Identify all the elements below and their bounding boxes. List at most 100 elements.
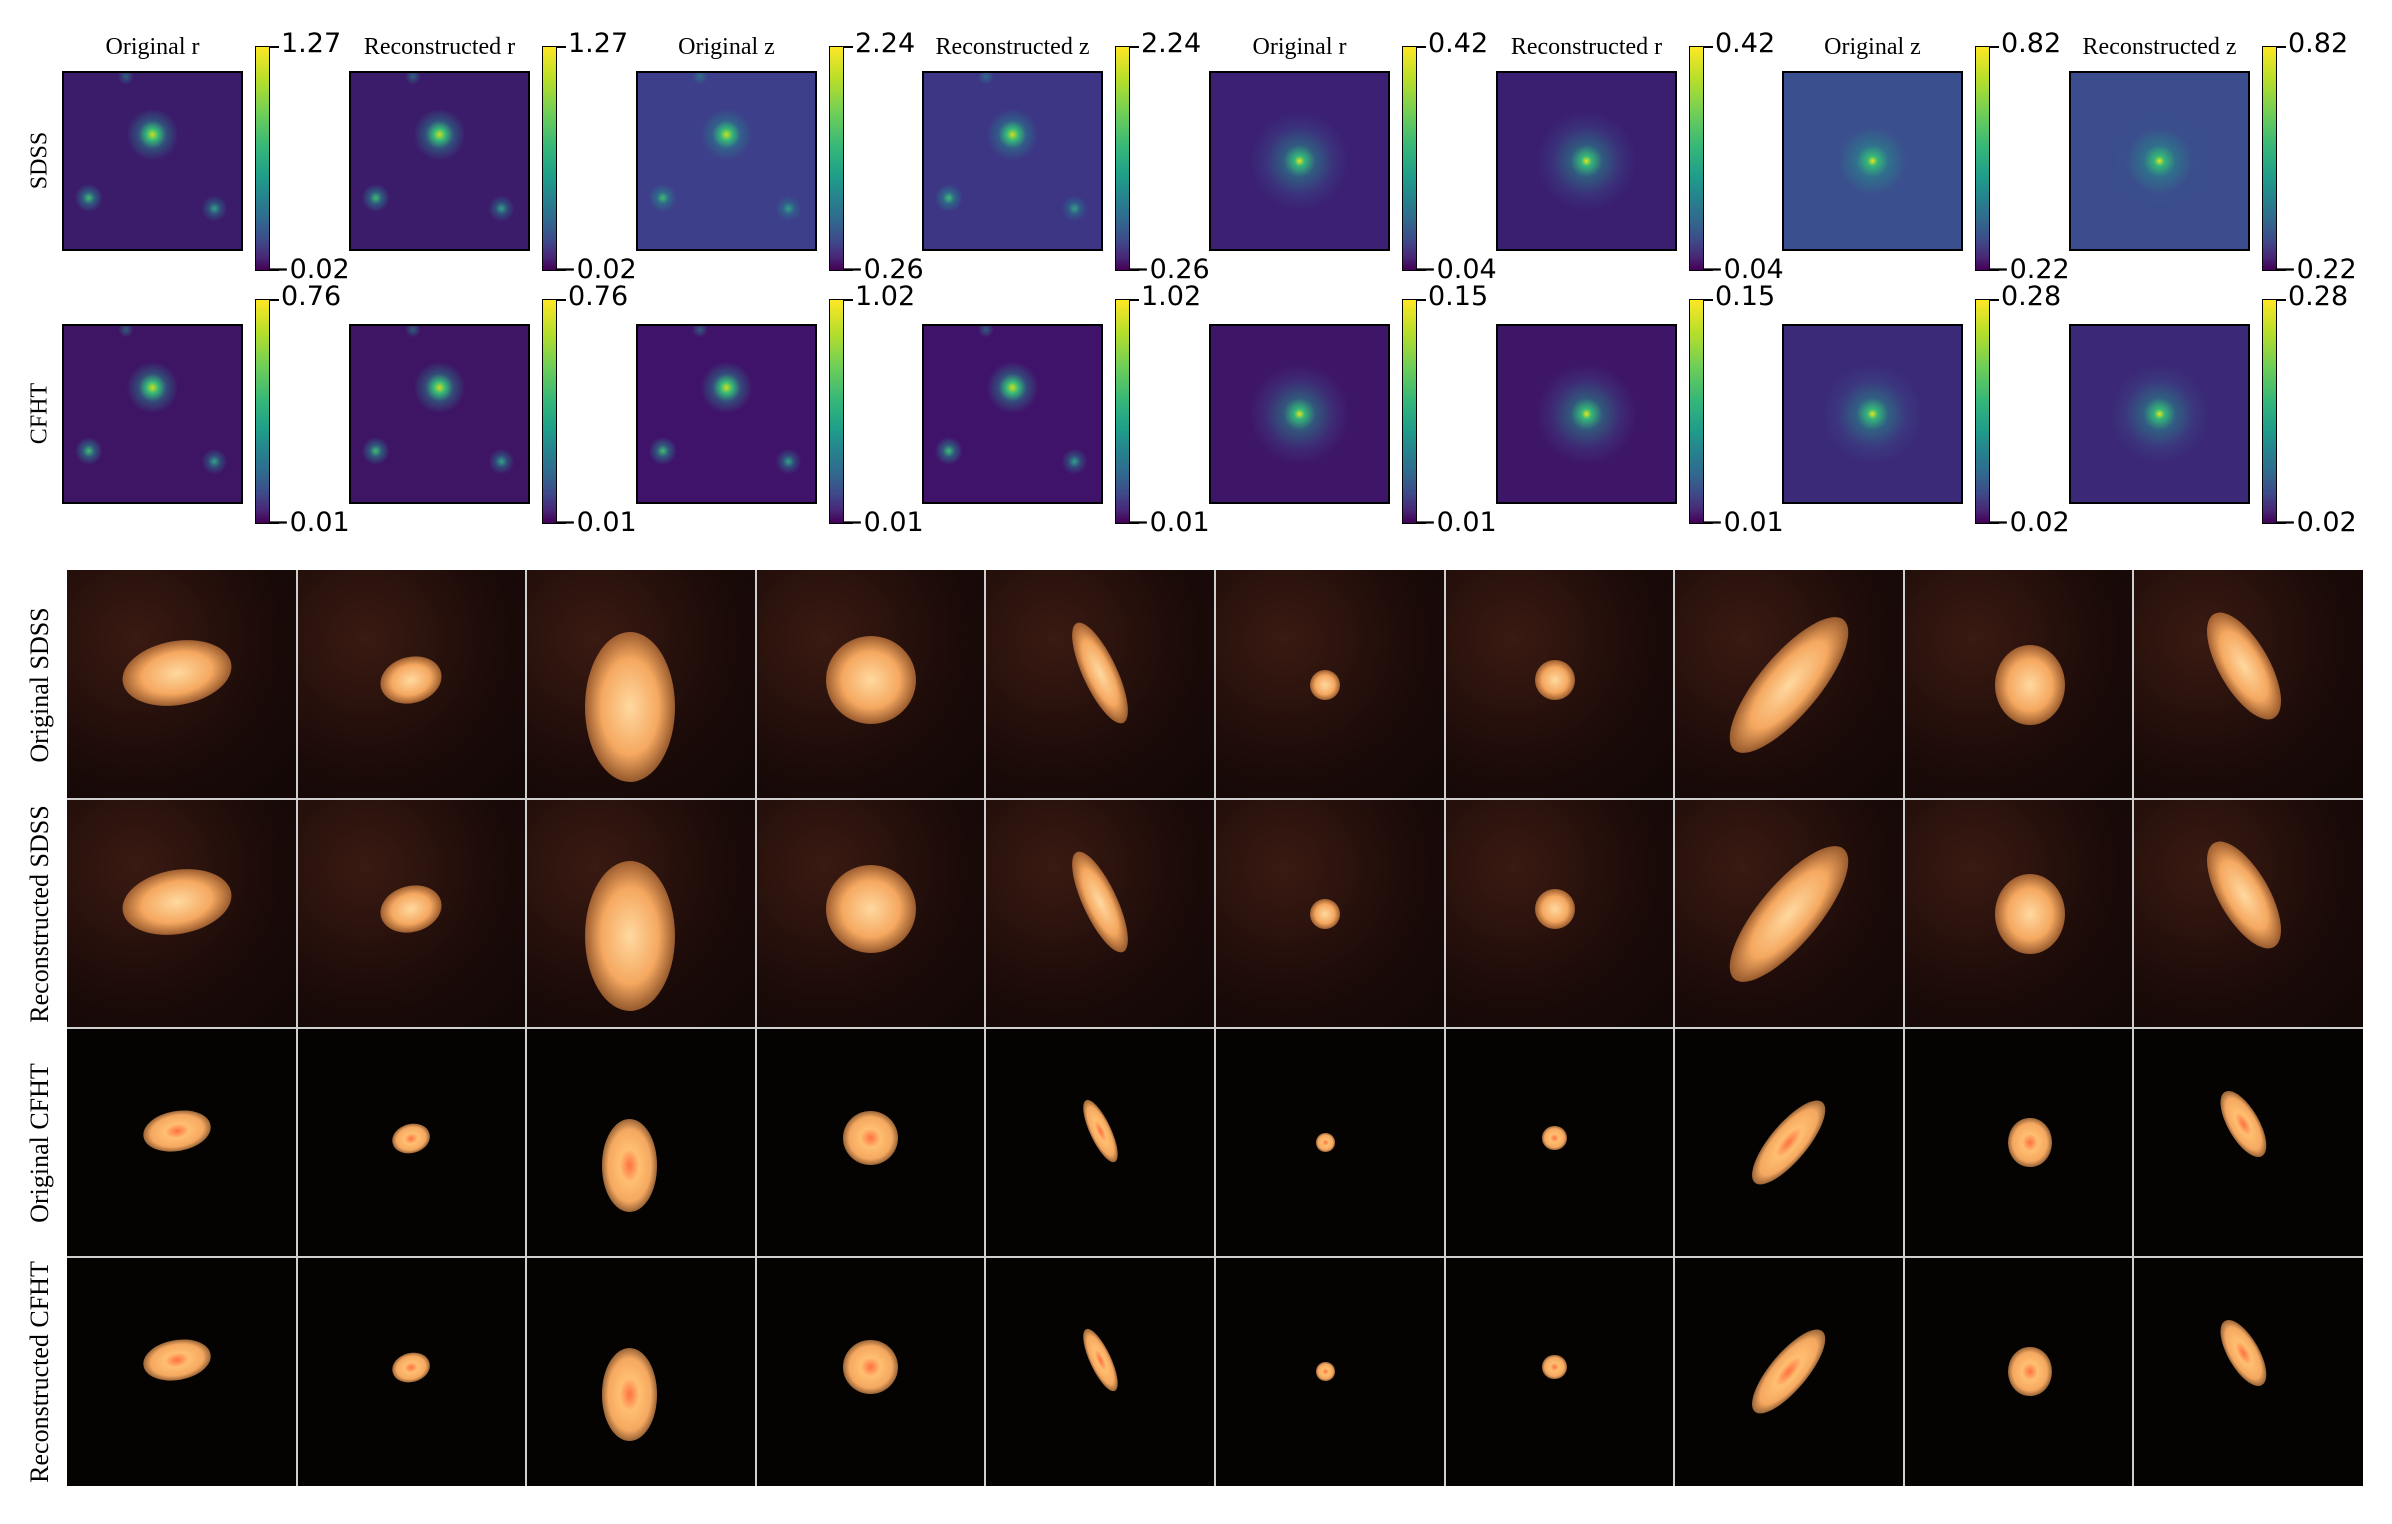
- colorbar: [1689, 299, 1704, 524]
- colorbar-max-label: 2.24: [1141, 28, 1202, 59]
- galaxy-cutout: [985, 1257, 1215, 1486]
- galaxy-blob: [140, 1334, 215, 1386]
- band-image: [922, 71, 1103, 251]
- galaxy-blob: [1076, 1095, 1125, 1167]
- galaxy-cutout: [985, 570, 1215, 799]
- colorbar-max-label: 2.24: [855, 28, 916, 59]
- galaxy-blob: [2191, 601, 2296, 731]
- galaxy-cutout: [67, 1028, 297, 1257]
- galaxy-blob: [1995, 644, 2066, 725]
- colorbar-tick: [1704, 522, 1713, 524]
- galaxy-blob: [1542, 1125, 1568, 1151]
- colorbar-tick: [2277, 299, 2286, 301]
- colorbar: [2262, 46, 2277, 271]
- grid-row-label: Original CFHT: [25, 1062, 54, 1223]
- colorbar-min-label: −0.26: [1127, 254, 1210, 285]
- galaxy-cutout: [2133, 1028, 2363, 1257]
- colorbar-max-label: 1.27: [568, 28, 629, 59]
- galaxy-cutout: [1674, 570, 1904, 799]
- galaxy-cutout: [2133, 1257, 2363, 1486]
- grid-row-label: Reconstructed SDSS: [25, 804, 54, 1023]
- colorbar: [1689, 46, 1704, 271]
- galaxy-blob: [1995, 873, 2066, 954]
- galaxy-blob: [2191, 830, 2296, 960]
- galaxy-cutout: [985, 1028, 1215, 1257]
- band-image: [2069, 324, 2250, 504]
- colorbar-max-label: 1.27: [281, 28, 342, 59]
- colorbar-min-label: −0.04: [1414, 254, 1497, 285]
- colorbar-min-label: −0.22: [2274, 254, 2357, 285]
- galaxy-blob: [1542, 1354, 1568, 1380]
- column-title: Original r: [105, 34, 200, 60]
- band-image: [1209, 71, 1390, 251]
- colorbar: [255, 46, 270, 271]
- galaxy-cutout: [296, 799, 527, 1028]
- colorbar: [1402, 46, 1417, 271]
- band-image: [1782, 71, 1963, 251]
- galaxy-cutout: [1903, 570, 2134, 799]
- galaxy-cutout: [296, 570, 527, 799]
- colorbar-tick: [1417, 269, 1426, 271]
- colorbar-tick: [1130, 522, 1139, 524]
- galaxy-blob: [825, 635, 916, 724]
- galaxy-cutout: [755, 570, 986, 799]
- colorbar-max-label: 0.82: [2288, 28, 2349, 59]
- galaxy-cutout: [526, 570, 756, 799]
- colorbar-min-label: −0.01: [1414, 507, 1497, 538]
- galaxy-cutout: [526, 1257, 756, 1486]
- galaxy-blob: [1061, 845, 1139, 960]
- colorbar: [829, 46, 844, 271]
- colorbar-tick: [270, 299, 279, 301]
- galaxy-blob: [375, 878, 448, 940]
- galaxy-blob: [601, 1118, 658, 1212]
- grid-divider: [67, 1027, 2363, 1029]
- galaxy-blob: [1534, 888, 1575, 929]
- colorbar-min-label: −0.01: [1127, 507, 1210, 538]
- galaxy-cutout: [296, 1257, 527, 1486]
- galaxy-blob: [375, 649, 448, 711]
- galaxy-cutout: [1444, 570, 1675, 799]
- galaxy-cutout: [296, 1028, 527, 1257]
- galaxy-blob: [1076, 1324, 1125, 1396]
- colorbar-min-label: −0.02: [2274, 507, 2357, 538]
- galaxy-cutout: [1903, 799, 2134, 1028]
- galaxy-cutout: [67, 1257, 297, 1486]
- colorbar-tick: [1704, 269, 1713, 271]
- band-image: [349, 71, 530, 251]
- band-image: [1782, 324, 1963, 504]
- galaxy-blob: [1315, 1362, 1335, 1381]
- galaxy-blob: [1711, 829, 1867, 998]
- band-image: [1209, 324, 1390, 504]
- band-image: [62, 324, 243, 504]
- galaxy-blob: [140, 1105, 215, 1157]
- colorbar-max-label: 0.76: [568, 281, 629, 312]
- colorbar-tick: [2277, 46, 2286, 48]
- colorbar: [542, 46, 557, 271]
- galaxy-blob: [1310, 898, 1341, 929]
- colorbar-tick: [1130, 299, 1139, 301]
- colorbar-max-label: 0.15: [1715, 281, 1776, 312]
- colorbar: [2262, 299, 2277, 524]
- galaxy-blob: [584, 861, 675, 1012]
- galaxy-blob: [2008, 1346, 2052, 1397]
- galaxy-cutout: [67, 570, 297, 799]
- galaxy-blob: [842, 1339, 899, 1395]
- colorbar-max-label: 0.28: [2001, 281, 2062, 312]
- colorbar-tick: [1990, 269, 1999, 271]
- galaxy-blob: [117, 631, 237, 715]
- colorbar-min-label: −0.02: [267, 254, 350, 285]
- colorbar-tick: [1990, 299, 1999, 301]
- colorbar: [1115, 46, 1130, 271]
- colorbar-tick: [844, 269, 853, 271]
- galaxy-cutout: [526, 1028, 756, 1257]
- galaxy-cutout: [1444, 1257, 1675, 1486]
- galaxy-blob: [389, 1119, 434, 1157]
- galaxy-cutout: [755, 1028, 986, 1257]
- galaxy-blob: [601, 1347, 658, 1441]
- galaxy-cutout: [1903, 1028, 2134, 1257]
- colorbar-max-label: 0.76: [281, 281, 342, 312]
- galaxy-blob: [2008, 1117, 2052, 1168]
- colorbar-min-label: −0.01: [554, 507, 637, 538]
- galaxy-cutout: [1444, 1028, 1675, 1257]
- colorbar-min-label: −0.02: [1987, 507, 2070, 538]
